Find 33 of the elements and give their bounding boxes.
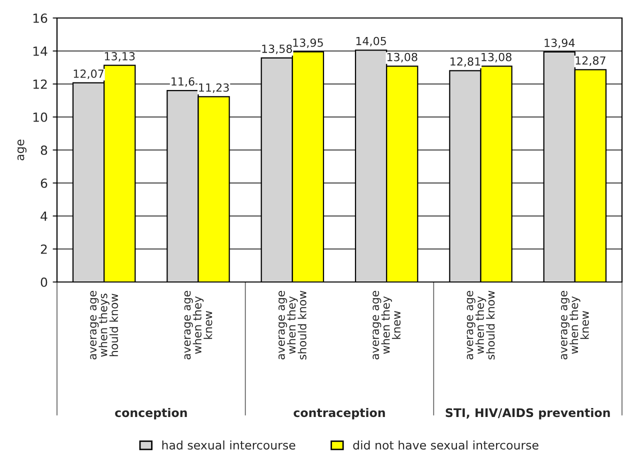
y-tick-label: 10	[33, 112, 48, 122]
y-tick-label: 4	[40, 212, 48, 221]
y-tick-label: 2	[40, 244, 47, 254]
data-label: 12,81	[450, 57, 480, 67]
data-label: 12,87	[576, 56, 606, 66]
y-tick-label: 0	[40, 277, 48, 287]
text: contraception	[294, 408, 385, 420]
text: conception	[115, 408, 187, 420]
y-tick-label: 6	[40, 178, 48, 188]
legend-label: did not have sexual intercourse	[353, 440, 538, 450]
x-tick-label: average age when they should know	[278, 290, 306, 360]
data-label: 12,07	[74, 70, 104, 80]
data-label: 13,13	[104, 52, 135, 62]
y-tick-label: 12	[33, 79, 47, 89]
data-label: 11,23	[199, 83, 229, 93]
data-label: 11,6	[172, 77, 194, 87]
data-label: 13,58	[262, 44, 292, 54]
data-label: 13,08	[482, 52, 512, 62]
x-tick-label: average age when they should know	[466, 290, 495, 360]
x-tick-label: average age when they knew	[561, 290, 589, 360]
y-tick-label: 8	[40, 145, 48, 155]
x-tick-label: average age when they knew	[372, 290, 401, 360]
data-label: 14,05	[356, 36, 386, 46]
x-tick-label: average age when theys hould know	[90, 290, 118, 360]
legend-label: had sexual intercourse	[162, 440, 296, 450]
data-label: 13,94	[544, 38, 575, 48]
y-tick-label: 16	[33, 13, 48, 23]
x-tick-label: average age when they knew	[184, 290, 212, 360]
text: STI, HIV/AIDS prevention	[446, 408, 610, 420]
data-label: 13,08	[387, 52, 418, 62]
data-label: 13,95	[293, 38, 323, 48]
y-axis-title: age	[17, 140, 27, 160]
y-tick-label: 14	[33, 46, 48, 56]
